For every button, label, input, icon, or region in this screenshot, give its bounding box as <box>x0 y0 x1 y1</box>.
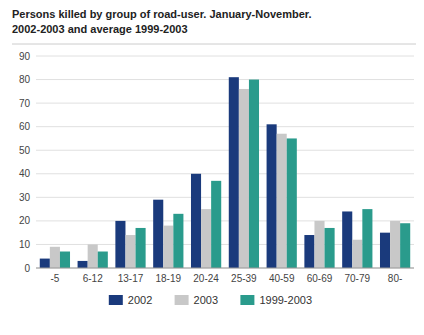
y-tick-label: 30 <box>19 192 31 203</box>
title: Persons killed by group of road-user. Ja… <box>12 8 312 20</box>
bar <box>304 235 314 268</box>
grid-line <box>36 220 414 221</box>
legend-swatch <box>240 295 254 305</box>
grid-line <box>36 150 414 151</box>
legend-swatch <box>175 295 189 305</box>
x-tick-label: 13-17 <box>118 273 144 284</box>
grid <box>36 56 414 268</box>
grid-line <box>36 79 414 80</box>
y-tick-label: 10 <box>19 239 31 250</box>
y-tick-label: 40 <box>19 168 31 179</box>
bar <box>115 221 125 268</box>
x-tick-label: 25-39 <box>231 273 257 284</box>
x-tick-label: 18-19 <box>156 273 182 284</box>
bar <box>173 214 183 268</box>
bar <box>390 221 400 268</box>
bar <box>60 252 70 268</box>
grid-line <box>36 56 414 57</box>
x-tick-label: 70-79 <box>345 273 371 284</box>
bar <box>78 261 88 268</box>
x-tick-label: 40-59 <box>269 273 295 284</box>
legend-label: 1999-2003 <box>259 294 312 306</box>
grid-line <box>36 126 414 127</box>
x-tick-label: -5 <box>50 273 59 284</box>
y-tick-label: 60 <box>19 121 31 132</box>
bar <box>342 211 352 268</box>
bar <box>249 80 259 268</box>
x-axis <box>36 268 414 269</box>
separator <box>12 44 416 45</box>
bar <box>153 200 163 268</box>
grid-line <box>36 173 414 174</box>
grid-line <box>36 197 414 198</box>
bar <box>362 209 372 268</box>
subtitle: 2002-2003 and average 1999-2003 <box>12 23 188 35</box>
bar <box>136 228 146 268</box>
bar <box>277 134 287 268</box>
bar <box>88 244 98 268</box>
legend-swatch <box>109 295 123 305</box>
bar <box>201 209 211 268</box>
bar <box>125 235 135 268</box>
bar <box>211 181 221 268</box>
bars <box>40 77 410 268</box>
y-tick-label: 90 <box>19 51 31 62</box>
legend: 2002 2003 1999-2003 <box>109 294 312 306</box>
bar <box>314 221 324 268</box>
chart: Persons killed by group of road-user. Ja… <box>0 0 424 335</box>
bar <box>239 89 249 268</box>
bar <box>229 77 239 268</box>
bar <box>50 247 60 268</box>
x-tick-label: 60-69 <box>307 273 333 284</box>
x-tick-label: 80- <box>388 273 402 284</box>
grid-line <box>36 268 414 269</box>
x-tick-label: 20-24 <box>193 273 219 284</box>
y-tick-label: 0 <box>24 263 30 274</box>
bar <box>98 252 108 268</box>
bar <box>287 138 297 268</box>
bar <box>400 223 410 268</box>
bar <box>352 240 362 268</box>
bar <box>380 233 390 268</box>
y-tick-label: 50 <box>19 145 31 156</box>
bar <box>325 228 335 268</box>
y-tick-label: 80 <box>19 74 31 85</box>
bar <box>163 226 173 268</box>
legend-label: 2002 <box>128 294 152 306</box>
bar <box>267 124 277 268</box>
bar <box>40 259 50 268</box>
grid-line <box>36 103 414 104</box>
y-tick-label: 70 <box>19 98 31 109</box>
y-tick-label: 20 <box>19 215 31 226</box>
bar <box>191 174 201 268</box>
legend-label: 2003 <box>194 294 218 306</box>
x-tick-label: 6-12 <box>83 273 103 284</box>
